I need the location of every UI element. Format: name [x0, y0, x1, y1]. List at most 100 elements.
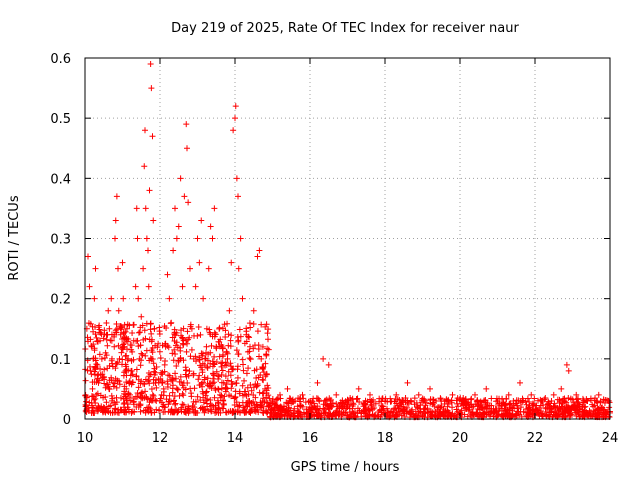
data-point-dense	[279, 407, 286, 414]
data-point-dense	[110, 383, 117, 390]
data-point	[148, 85, 155, 92]
data-point	[209, 235, 216, 242]
data-point	[203, 325, 210, 332]
data-point	[188, 325, 195, 332]
data-point	[247, 343, 253, 350]
data-point	[393, 391, 400, 398]
data-point-dense	[104, 365, 111, 372]
data-point-dense	[246, 348, 253, 355]
data-point-dense	[159, 342, 166, 349]
data-point-dense	[468, 411, 475, 418]
data-point-dense	[338, 400, 345, 407]
data-point-dense	[378, 409, 385, 416]
data-point-dense	[96, 351, 103, 358]
data-point-dense	[234, 366, 241, 373]
data-point-dense	[391, 398, 398, 405]
data-point-dense	[207, 360, 214, 367]
data-point-dense	[218, 371, 225, 378]
data-point-dense	[136, 329, 143, 336]
data-point-dense	[239, 399, 246, 406]
data-point-dense	[200, 390, 207, 397]
data-point-dense	[242, 391, 249, 398]
data-point-dense	[500, 400, 507, 407]
data-point-dense	[143, 394, 150, 401]
data-point	[106, 325, 113, 332]
data-point-dense	[156, 348, 163, 355]
data-point-dense	[250, 321, 257, 328]
data-point-dense	[186, 368, 193, 375]
data-point-dense	[168, 376, 175, 383]
data-point-dense	[211, 379, 218, 386]
data-point-dense	[250, 345, 257, 352]
data-point-dense	[568, 396, 575, 403]
data-point-dense	[96, 326, 103, 333]
data-point-dense	[158, 391, 165, 398]
data-point-dense	[244, 348, 251, 355]
data-point-dense	[374, 413, 381, 420]
data-point-dense	[519, 399, 526, 406]
data-point-dense	[405, 400, 412, 407]
data-point-dense	[93, 334, 100, 341]
data-point-dense	[173, 363, 180, 369]
data-point	[243, 331, 250, 338]
data-point-dense	[211, 394, 218, 401]
data-point-dense	[153, 406, 160, 413]
data-point-dense	[409, 406, 416, 413]
data-point-dense	[212, 385, 219, 392]
data-point-dense	[234, 333, 241, 340]
data-point-dense	[142, 352, 149, 359]
data-point-dense	[307, 412, 314, 419]
data-point-dense	[353, 395, 360, 402]
data-point-dense	[277, 411, 284, 418]
data-point-dense	[254, 401, 261, 408]
data-point	[183, 121, 190, 128]
data-point	[563, 361, 570, 368]
y-tick-label: 0.1	[50, 353, 71, 368]
data-point	[258, 355, 265, 362]
data-point-dense	[228, 332, 235, 339]
data-point	[164, 271, 171, 278]
data-point-dense	[171, 331, 178, 338]
data-point	[100, 373, 107, 380]
data-point-dense	[456, 396, 463, 403]
data-point	[185, 199, 192, 206]
data-point-dense	[217, 409, 224, 416]
data-point-dense	[94, 338, 101, 345]
data-point	[262, 385, 268, 392]
data-point-dense	[368, 399, 375, 406]
data-point-dense	[560, 395, 567, 402]
data-point-dense	[473, 409, 480, 416]
y-tick-label: 0.3	[50, 233, 71, 248]
data-point-dense	[602, 397, 609, 404]
data-point-dense	[354, 405, 361, 412]
data-point-dense	[222, 373, 229, 380]
data-point-dense	[332, 411, 339, 418]
data-point-dense	[152, 369, 159, 376]
data-point-dense	[460, 395, 467, 402]
data-point-dense	[264, 382, 271, 389]
data-point-dense	[255, 346, 262, 353]
data-point	[558, 385, 565, 392]
data-point-dense	[260, 377, 267, 384]
data-point-dense	[218, 392, 225, 399]
data-point-dense	[542, 395, 549, 402]
data-point-dense	[100, 335, 107, 342]
data-point-dense	[233, 347, 240, 354]
data-point	[232, 103, 239, 110]
data-point-dense	[122, 353, 129, 360]
data-point-dense	[245, 365, 252, 372]
data-point-dense	[184, 328, 191, 335]
data-point-dense	[204, 375, 211, 382]
data-point	[539, 397, 546, 404]
data-point-dense	[215, 376, 222, 383]
data-point-dense	[575, 411, 582, 418]
data-point	[138, 313, 145, 320]
data-point-dense	[315, 395, 322, 402]
data-point-dense	[173, 385, 180, 392]
data-point	[127, 391, 133, 398]
data-point-dense	[254, 382, 261, 389]
data-point-dense	[161, 368, 168, 375]
data-point-dense	[427, 397, 434, 404]
data-point-dense	[448, 397, 455, 404]
data-point-dense	[504, 406, 511, 413]
